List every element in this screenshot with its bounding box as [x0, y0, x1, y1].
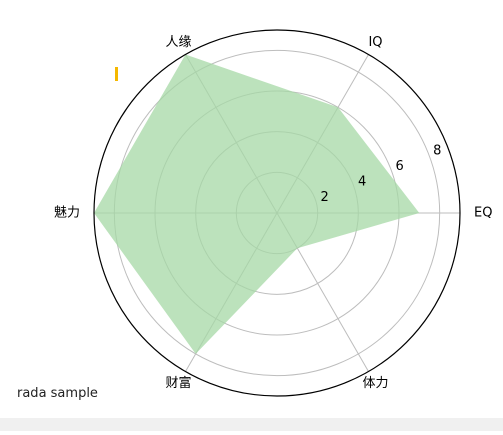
axis-label: EQ [474, 206, 492, 221]
axis-label: IQ [368, 35, 382, 50]
radial-tick-label: 8 [433, 143, 441, 158]
radial-tick-label: 6 [396, 159, 404, 174]
text-cursor [115, 67, 118, 81]
footer-bar [0, 418, 503, 431]
axis-label: 财富 [165, 375, 191, 391]
radial-tick-label: 4 [358, 174, 366, 189]
axis-label: 人缘 [165, 35, 191, 50]
axis-label: 体力 [362, 376, 388, 391]
caption-text: rada sample [17, 386, 98, 401]
radial-tick-label: 2 [320, 190, 328, 205]
radar-data-area [94, 54, 420, 354]
axis-label: 魅力 [54, 206, 80, 221]
outer-ring [93, 29, 461, 397]
